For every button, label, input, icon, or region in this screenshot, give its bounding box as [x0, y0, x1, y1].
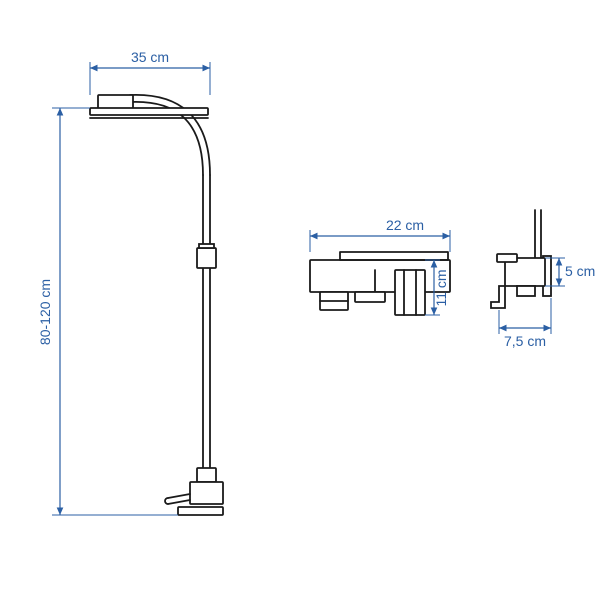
label-side-projection: 7,5 cm — [504, 333, 546, 349]
shower-column-view: 35 cm 80-120 cm — [37, 49, 223, 515]
label-side-height: 5 cm — [565, 263, 595, 279]
dimension-head-width: 35 cm — [90, 49, 210, 95]
technical-drawing: :root { --dim-color: #2b5fa4; } .outline… — [0, 0, 600, 600]
label-mixer-width: 22 cm — [386, 217, 424, 233]
bottom-mixer — [165, 468, 223, 515]
label-height: 80-120 cm — [37, 279, 53, 345]
shower-head — [90, 95, 208, 118]
mixer-front-view: 22 cm 11 cm — [310, 217, 450, 315]
dimension-mixer-width: 22 cm — [310, 217, 450, 252]
label-mixer-depth: 11 cm — [433, 269, 449, 306]
dimension-height: 80-120 cm — [37, 108, 178, 515]
dimension-side-height: 5 cm — [545, 258, 595, 286]
label-head-width: 35 cm — [131, 49, 169, 65]
dimension-side-projection: 7,5 cm — [499, 298, 551, 349]
mixer-side-view: 5 cm 7,5 cm — [491, 210, 595, 349]
slider-collar — [197, 244, 216, 268]
